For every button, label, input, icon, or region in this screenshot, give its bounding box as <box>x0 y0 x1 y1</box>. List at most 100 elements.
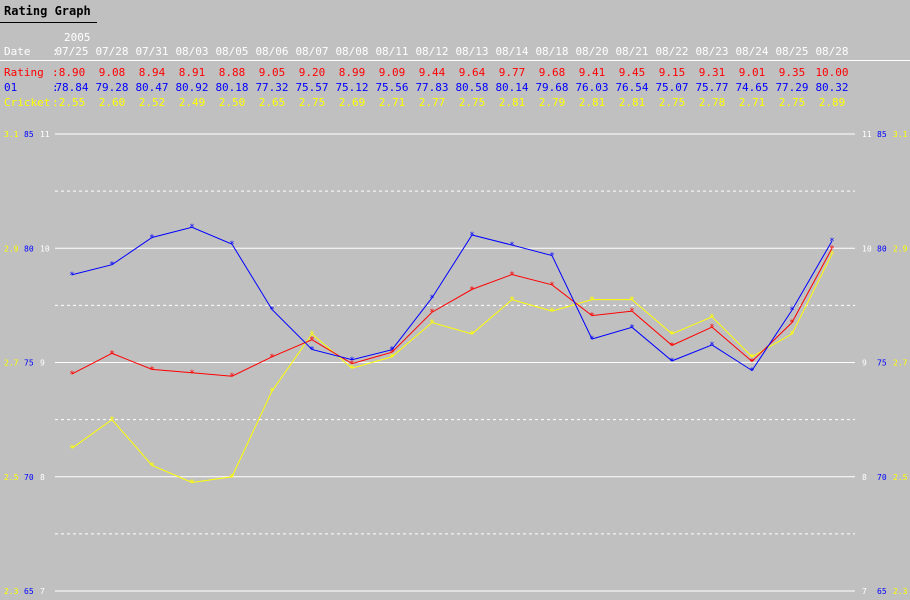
cricket-data-point: * <box>829 250 834 260</box>
cricket-value-cell: 2.79 <box>538 96 566 109</box>
cricket-value-cell: 2.71 <box>738 96 766 109</box>
rating-value-cell: 9.35 <box>778 66 806 79</box>
cricket-value-cell: 2.78 <box>698 96 726 109</box>
s01-data-point: * <box>149 234 154 244</box>
cricket-axis-tick-left: 2.7 <box>4 359 19 368</box>
cricket-data-point: * <box>269 387 274 397</box>
rating-data-point: * <box>509 271 514 281</box>
rating-axis-tick-right: 11 <box>862 130 872 139</box>
cricket-axis-tick-left: 3.1 <box>4 130 19 139</box>
cricket-value-cell: 2.77 <box>418 96 446 109</box>
cricket-colon: : <box>52 96 59 109</box>
cricket-data-point: * <box>189 478 194 488</box>
cricket-value-cell: 2.75 <box>658 96 686 109</box>
date-cell: 08/20 <box>575 45 609 58</box>
rating-data-point: * <box>749 357 754 367</box>
date-cell: 08/21 <box>615 45 649 58</box>
rating-series-line <box>71 248 833 377</box>
cricket-value-cell: 2.52 <box>138 96 166 109</box>
s01-axis-tick-left: 75 <box>24 359 34 368</box>
rating-data-point: * <box>109 349 114 359</box>
cricket-data-point: * <box>789 330 794 340</box>
date-cell: 08/24 <box>735 45 769 58</box>
s01-value-cell: 75.12 <box>335 81 369 94</box>
s01-value-cell: 80.58 <box>455 81 489 94</box>
date-cell: 07/25 <box>55 45 89 58</box>
cricket-data-point: * <box>149 461 154 471</box>
date-cell: 08/25 <box>775 45 809 58</box>
s01-axis-tick-left: 85 <box>24 130 34 139</box>
date-cell: 08/07 <box>295 45 329 58</box>
rating-value-cell: 9.05 <box>258 66 286 79</box>
rating-axis-tick-left: 8 <box>40 473 45 482</box>
cricket-value-cell: 2.75 <box>458 96 486 109</box>
s01-axis-tick-right: 80 <box>877 244 887 253</box>
s01-data-point: * <box>189 223 194 233</box>
s01-value-cell: 75.56 <box>375 81 409 94</box>
date-cell: 08/12 <box>415 45 449 58</box>
date-cell: 08/22 <box>655 45 689 58</box>
s01-data-point: * <box>749 366 754 376</box>
rating-value-cell: 9.20 <box>298 66 326 79</box>
s01-colon: : <box>52 81 59 94</box>
s01-data-point: * <box>229 240 234 250</box>
date-cell: 08/23 <box>695 45 729 58</box>
date-cell: 07/31 <box>135 45 169 58</box>
s01-value-cell: 74.65 <box>735 81 769 94</box>
cricket-value-cell: 2.60 <box>98 96 126 109</box>
rating-colon: : <box>52 66 59 79</box>
s01-value-cell: 80.18 <box>215 81 249 94</box>
rating-value-cell: 9.64 <box>458 66 486 79</box>
s01-value-cell: 75.77 <box>695 81 729 94</box>
rating-axis-tick-left: 7 <box>40 587 45 596</box>
cricket-value-cell: 2.65 <box>258 96 286 109</box>
s01-value-cell: 77.32 <box>255 81 289 94</box>
rating-value-cell: 10.00 <box>815 66 849 79</box>
s01-value-cell: 78.84 <box>55 81 89 94</box>
rating-data-point: * <box>789 319 794 329</box>
cricket-data-point: * <box>509 296 514 306</box>
cricket-data-point: * <box>309 330 314 340</box>
s01-value-cell: 76.03 <box>575 81 609 94</box>
date-cell: 08/05 <box>215 45 249 58</box>
cricket-value-cell: 2.69 <box>338 96 366 109</box>
s01-value-cell: 77.29 <box>775 81 809 94</box>
date-cell: 08/03 <box>175 45 209 58</box>
s01-value-cell: 76.54 <box>615 81 649 94</box>
date-cell: 07/28 <box>95 45 129 58</box>
cricket-value-cell: 2.49 <box>178 96 206 109</box>
rating-data-point: * <box>309 336 314 346</box>
rating-data-point: * <box>829 244 834 254</box>
s01-data-point: * <box>389 346 394 356</box>
rating-value-cell: 9.41 <box>578 66 606 79</box>
rating-data-point: * <box>669 341 674 351</box>
cricket-data-point: * <box>629 296 634 306</box>
rating-value-cell: 8.91 <box>178 66 206 79</box>
s01-value-cell: 80.32 <box>815 81 849 94</box>
rating-data-point: * <box>149 365 154 375</box>
rating-value-cell: 9.15 <box>658 66 686 79</box>
cricket-axis-tick-right: 3.1 <box>893 130 908 139</box>
rating-value-cell: 9.77 <box>498 66 526 79</box>
cricket-value-cell: 2.89 <box>818 96 846 109</box>
rating-axis-tick-left: 10 <box>40 244 50 253</box>
rating-data-point: * <box>629 307 634 317</box>
cricket-axis-tick-left: 2.9 <box>4 244 19 253</box>
rating-data-point: * <box>229 372 234 382</box>
rating-data-point: * <box>709 323 714 333</box>
s01-value-cell: 79.28 <box>95 81 129 94</box>
cricket-axis-tick-right: 2.7 <box>893 359 908 368</box>
s01-value-cell: 75.57 <box>295 81 329 94</box>
date-cell: 08/08 <box>335 45 369 58</box>
cricket-data-point: * <box>589 296 594 306</box>
rating-value-cell: 9.31 <box>698 66 726 79</box>
year-label: 2005 <box>64 31 91 44</box>
s01-data-point: * <box>429 294 434 304</box>
cricket-data-point: * <box>229 473 234 483</box>
s01-value-cell: 77.83 <box>415 81 449 94</box>
rating-data-point: * <box>469 285 474 295</box>
rating-axis-tick-right: 7 <box>862 587 867 596</box>
date-cell: 08/18 <box>535 45 569 58</box>
cricket-value-cell: 2.81 <box>618 96 646 109</box>
rating-data-point: * <box>349 360 354 370</box>
